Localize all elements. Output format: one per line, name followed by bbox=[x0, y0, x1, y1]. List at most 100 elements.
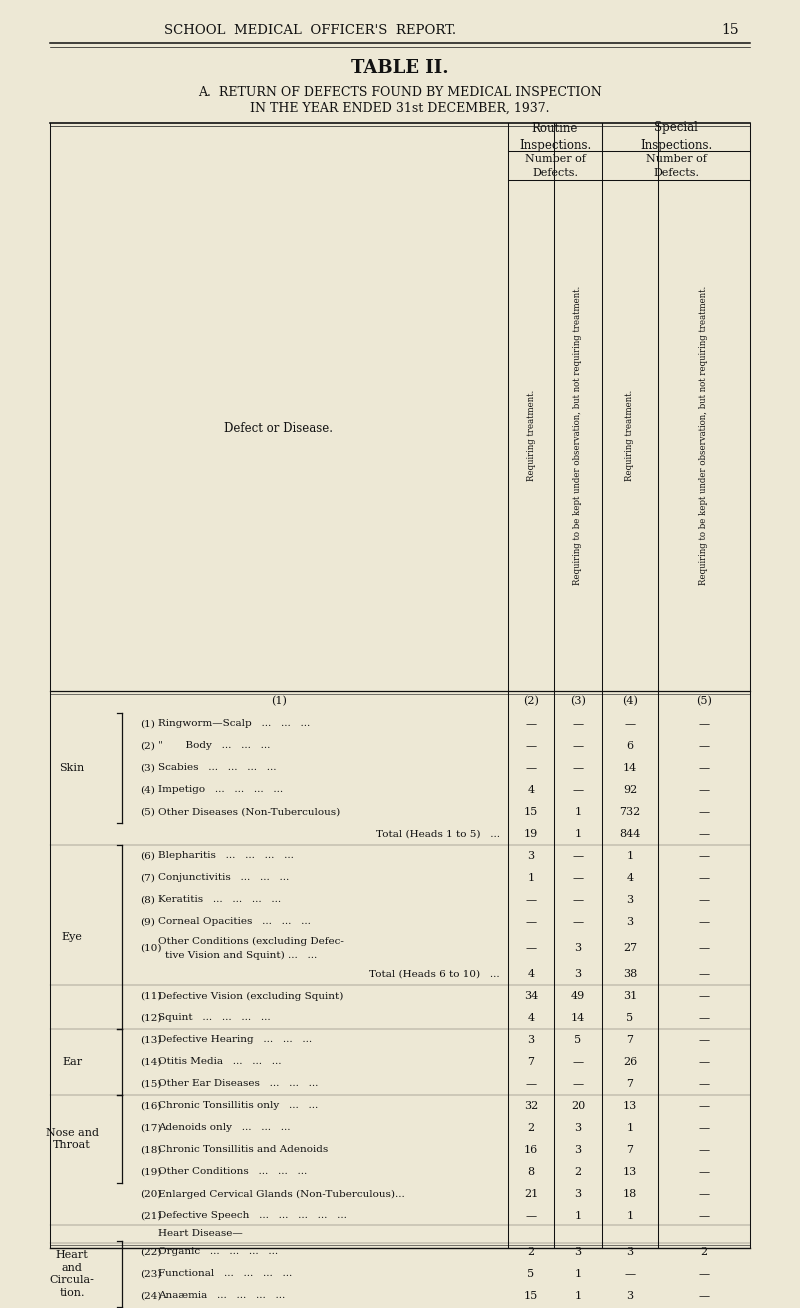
Text: 4: 4 bbox=[527, 785, 534, 795]
Text: —: — bbox=[698, 917, 710, 927]
Text: 3: 3 bbox=[574, 1124, 582, 1133]
Text: 2: 2 bbox=[574, 1167, 582, 1177]
Text: Keratitis   ...   ...   ...   ...: Keratitis ... ... ... ... bbox=[158, 896, 281, 905]
Text: Adenoids only   ...   ...   ...: Adenoids only ... ... ... bbox=[158, 1124, 290, 1133]
Text: 13: 13 bbox=[623, 1101, 637, 1110]
Text: (12): (12) bbox=[140, 1014, 162, 1023]
Text: (10): (10) bbox=[140, 943, 162, 952]
Text: 19: 19 bbox=[524, 829, 538, 838]
Text: —: — bbox=[698, 829, 710, 838]
Text: —: — bbox=[625, 1269, 635, 1279]
Text: —: — bbox=[526, 943, 537, 954]
Text: (22): (22) bbox=[140, 1248, 162, 1257]
Text: (2): (2) bbox=[523, 696, 539, 706]
Text: 14: 14 bbox=[571, 1012, 585, 1023]
Text: IN THE YEAR ENDED 31st DECEMBER, 1937.: IN THE YEAR ENDED 31st DECEMBER, 1937. bbox=[250, 102, 550, 115]
Text: 27: 27 bbox=[623, 943, 637, 954]
Text: Other Ear Diseases   ...   ...   ...: Other Ear Diseases ... ... ... bbox=[158, 1079, 318, 1088]
Text: —: — bbox=[698, 1057, 710, 1067]
Text: 15: 15 bbox=[524, 1291, 538, 1301]
Text: 49: 49 bbox=[571, 991, 585, 1001]
Text: Ringworm—Scalp   ...   ...   ...: Ringworm—Scalp ... ... ... bbox=[158, 719, 310, 729]
Text: Defect or Disease.: Defect or Disease. bbox=[225, 421, 334, 434]
Text: (20): (20) bbox=[140, 1189, 162, 1198]
Text: Scabies   ...   ...   ...   ...: Scabies ... ... ... ... bbox=[158, 764, 277, 773]
Text: 732: 732 bbox=[619, 807, 641, 818]
Text: Impetigo   ...   ...   ...   ...: Impetigo ... ... ... ... bbox=[158, 786, 283, 794]
Text: (3): (3) bbox=[570, 696, 586, 706]
Text: Heart Disease—: Heart Disease— bbox=[158, 1230, 242, 1239]
Text: Total (Heads 1 to 5)   ...: Total (Heads 1 to 5) ... bbox=[376, 829, 500, 838]
Text: 3: 3 bbox=[626, 917, 634, 927]
Text: 3: 3 bbox=[527, 852, 534, 861]
Text: (18): (18) bbox=[140, 1146, 162, 1155]
Text: (1): (1) bbox=[140, 719, 155, 729]
Text: 3: 3 bbox=[574, 1144, 582, 1155]
Text: 2: 2 bbox=[527, 1124, 534, 1133]
Text: Otitis Media   ...   ...   ...: Otitis Media ... ... ... bbox=[158, 1057, 282, 1066]
Text: 4: 4 bbox=[527, 1012, 534, 1023]
Text: —: — bbox=[698, 1211, 710, 1220]
Text: 1: 1 bbox=[574, 1269, 582, 1279]
Text: Chronic Tonsillitis only   ...   ...: Chronic Tonsillitis only ... ... bbox=[158, 1101, 318, 1110]
Text: 18: 18 bbox=[623, 1189, 637, 1199]
Text: —: — bbox=[698, 852, 710, 861]
Text: 1: 1 bbox=[527, 872, 534, 883]
Text: —: — bbox=[526, 719, 537, 729]
Text: —: — bbox=[698, 807, 710, 818]
Text: 32: 32 bbox=[524, 1101, 538, 1110]
Text: 2: 2 bbox=[701, 1247, 707, 1257]
Text: 844: 844 bbox=[619, 829, 641, 838]
Text: Eye: Eye bbox=[62, 933, 82, 942]
Text: 3: 3 bbox=[626, 1291, 634, 1301]
Text: 1: 1 bbox=[574, 1291, 582, 1301]
Text: 5: 5 bbox=[527, 1269, 534, 1279]
Text: Other Conditions (excluding Defec-: Other Conditions (excluding Defec- bbox=[158, 937, 344, 946]
Text: Anaæmia   ...   ...   ...   ...: Anaæmia ... ... ... ... bbox=[158, 1291, 286, 1300]
Text: 1: 1 bbox=[626, 1124, 634, 1133]
Text: —: — bbox=[698, 763, 710, 773]
Text: —: — bbox=[698, 943, 710, 954]
Text: 7: 7 bbox=[527, 1057, 534, 1067]
Text: —: — bbox=[526, 763, 537, 773]
Text: —: — bbox=[698, 719, 710, 729]
Text: —: — bbox=[573, 917, 583, 927]
Text: —: — bbox=[698, 1269, 710, 1279]
Text: Corneal Opacities   ...   ...   ...: Corneal Opacities ... ... ... bbox=[158, 917, 311, 926]
Text: 1: 1 bbox=[574, 1211, 582, 1220]
Text: —: — bbox=[698, 1124, 710, 1133]
Text: (15): (15) bbox=[140, 1079, 162, 1088]
Text: —: — bbox=[698, 895, 710, 905]
Text: —: — bbox=[573, 742, 583, 751]
Text: —: — bbox=[698, 1189, 710, 1199]
Text: 7: 7 bbox=[626, 1079, 634, 1090]
Text: —: — bbox=[573, 763, 583, 773]
Text: SCHOOL  MEDICAL  OFFICER'S  REPORT.: SCHOOL MEDICAL OFFICER'S REPORT. bbox=[164, 24, 456, 37]
Text: Enlarged Cervical Glands (Non-Tuberculous)...: Enlarged Cervical Glands (Non-Tuberculou… bbox=[158, 1189, 405, 1198]
Text: 92: 92 bbox=[623, 785, 637, 795]
Text: (13): (13) bbox=[140, 1036, 162, 1045]
Text: 3: 3 bbox=[574, 1247, 582, 1257]
Text: —: — bbox=[526, 742, 537, 751]
Text: 4: 4 bbox=[626, 872, 634, 883]
Text: Number of
Defects.: Number of Defects. bbox=[525, 153, 586, 178]
Text: —: — bbox=[698, 991, 710, 1001]
Text: —: — bbox=[698, 1167, 710, 1177]
Text: (16): (16) bbox=[140, 1101, 162, 1110]
Text: —: — bbox=[573, 895, 583, 905]
Text: (21): (21) bbox=[140, 1211, 162, 1220]
Text: —: — bbox=[698, 872, 710, 883]
Text: —: — bbox=[698, 1079, 710, 1090]
Text: 4: 4 bbox=[527, 969, 534, 978]
Text: Routine
Inspections.: Routine Inspections. bbox=[519, 122, 591, 153]
Text: 1: 1 bbox=[626, 1211, 634, 1220]
Text: Conjunctivitis   ...   ...   ...: Conjunctivitis ... ... ... bbox=[158, 874, 290, 883]
Text: 13: 13 bbox=[623, 1167, 637, 1177]
Text: Other Conditions   ...   ...   ...: Other Conditions ... ... ... bbox=[158, 1168, 307, 1176]
Text: (5): (5) bbox=[140, 807, 155, 816]
Text: TABLE II.: TABLE II. bbox=[351, 59, 449, 77]
Text: —: — bbox=[573, 1057, 583, 1067]
Text: (4): (4) bbox=[622, 696, 638, 706]
Text: 26: 26 bbox=[623, 1057, 637, 1067]
Text: Total (Heads 6 to 10)   ...: Total (Heads 6 to 10) ... bbox=[370, 969, 500, 978]
